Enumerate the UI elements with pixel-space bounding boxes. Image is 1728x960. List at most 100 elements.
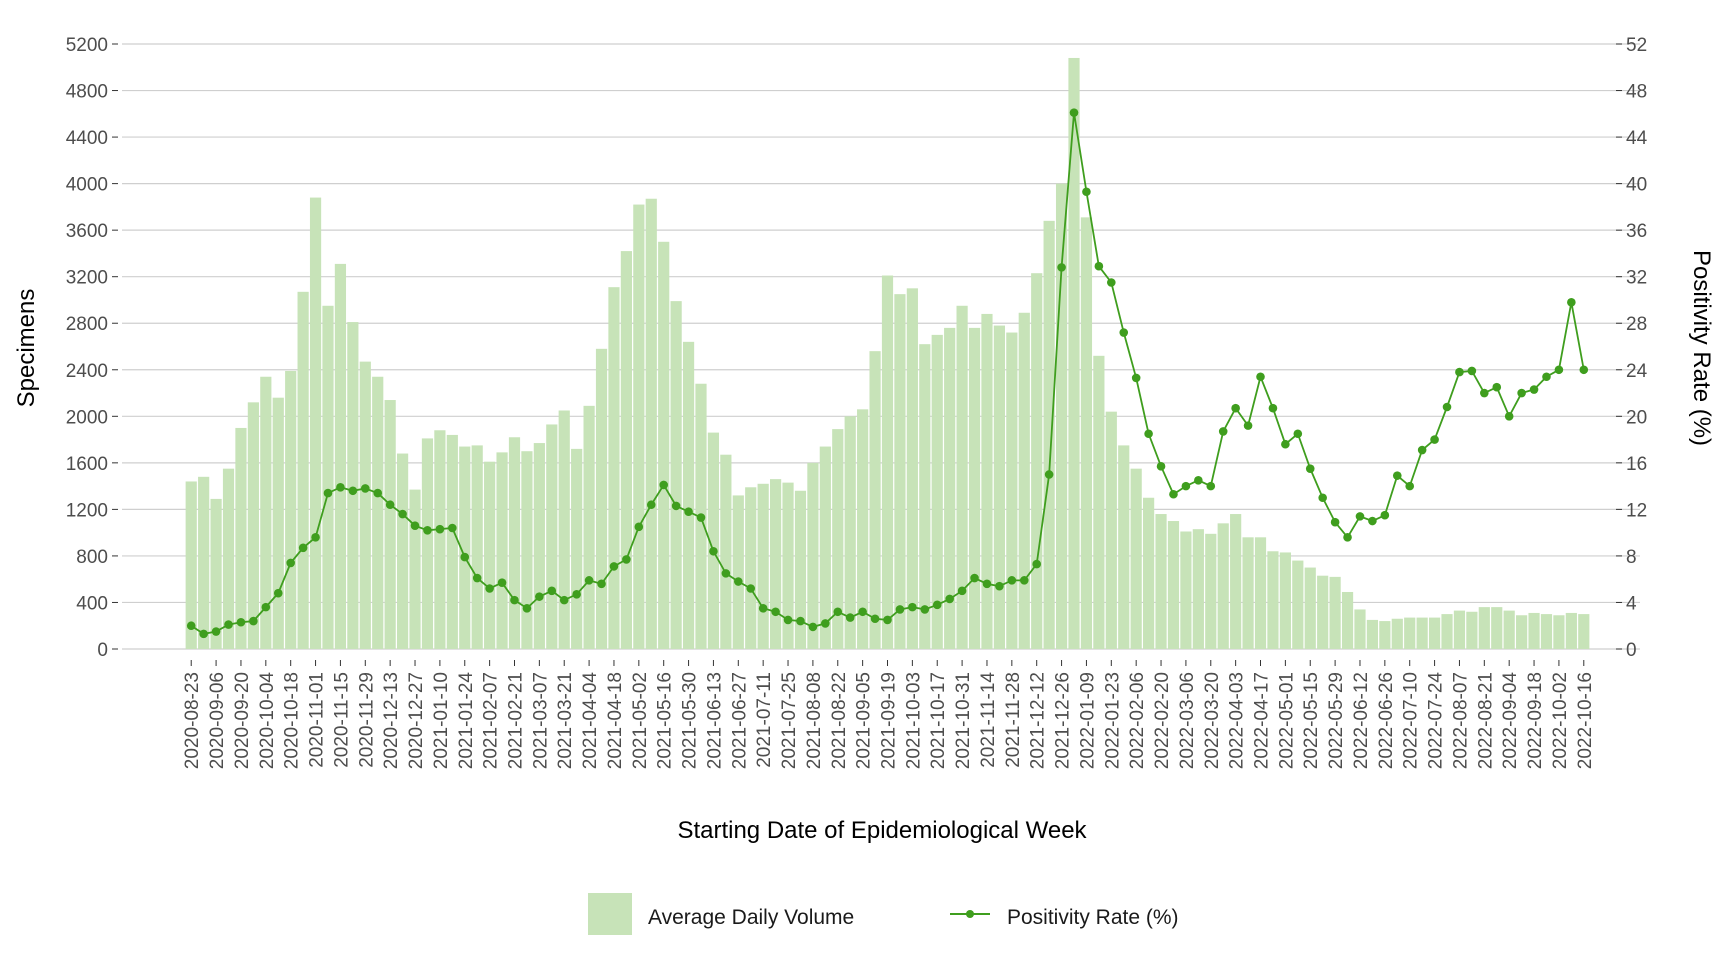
positivity-point <box>646 500 656 510</box>
positivity-point <box>1430 435 1439 444</box>
positivity-point <box>1069 108 1079 117</box>
volume-bar <box>1453 610 1466 649</box>
left-tick-label: 3600 <box>66 221 108 242</box>
volume-bar <box>770 479 782 649</box>
x-tick-label: 2021-06-27 <box>729 672 750 769</box>
positivity-point <box>1355 512 1365 521</box>
positivity-point <box>435 524 445 534</box>
positivity-point <box>348 486 358 496</box>
x-tick-label: 2022-06-26 <box>1376 672 1397 769</box>
positivity-point <box>833 607 843 617</box>
right-tick-label: 8 <box>1626 547 1637 568</box>
positivity-point <box>1194 475 1203 485</box>
x-tick-label: 2021-08-08 <box>804 672 825 769</box>
x-tick-label: 2021-04-18 <box>605 672 626 769</box>
volume-bar <box>533 443 545 649</box>
volume-bar <box>583 405 595 649</box>
volume-bar <box>1192 529 1204 649</box>
x-tick-label: 2022-10-02 <box>1550 672 1571 769</box>
positivity-point <box>622 555 631 564</box>
volume-bar <box>1304 567 1316 649</box>
positivity-point <box>249 616 258 626</box>
volume-bar <box>894 294 906 649</box>
volume-bar <box>1230 514 1242 649</box>
x-tick-label: 2022-03-06 <box>1177 672 1198 769</box>
positivity-point <box>1094 261 1104 271</box>
x-tick-label: 2021-12-26 <box>1053 672 1074 769</box>
volume-bar <box>384 400 396 649</box>
volume-bar <box>1043 220 1055 649</box>
volume-bar <box>794 490 807 649</box>
volume-bar <box>496 452 508 649</box>
positivity-point <box>1206 481 1216 491</box>
volume-bar <box>558 410 570 649</box>
positivity-line <box>186 108 1589 639</box>
volume-bar <box>322 305 334 649</box>
positivity-point <box>286 558 295 568</box>
volume-bar <box>1553 615 1565 649</box>
x-tick-label: 2021-04-04 <box>580 672 601 770</box>
x-tick-label: 2022-01-09 <box>1077 672 1098 769</box>
positivity-point <box>1467 366 1477 376</box>
volume-bar <box>968 327 981 649</box>
legend-swatch-average-daily-volume <box>588 893 632 935</box>
left-tick-label: 800 <box>76 547 108 568</box>
x-tick-label: 2022-02-06 <box>1127 672 1148 769</box>
positivity-point <box>1554 365 1564 375</box>
volume-bar <box>1254 537 1267 649</box>
left-tick-label: 1200 <box>66 500 108 521</box>
right-tick-label: 32 <box>1626 268 1647 289</box>
volume-bar <box>658 241 670 650</box>
positivity-point <box>261 602 271 612</box>
x-tick-label: 2021-11-28 <box>1003 672 1024 768</box>
positivity-point <box>398 509 407 519</box>
x-tick-label: 2022-07-24 <box>1426 672 1447 770</box>
left-tick-label: 2800 <box>66 314 108 335</box>
volume-bar <box>508 437 521 649</box>
volume-bar <box>409 489 421 649</box>
volume-bar <box>198 476 210 649</box>
volume-bar <box>372 376 384 649</box>
volume-bar <box>981 313 993 649</box>
x-tick-label: 2022-08-21 <box>1475 672 1496 769</box>
x-tick-label: 2022-03-20 <box>1202 672 1223 769</box>
positivity-point <box>783 615 793 625</box>
volume-bar <box>1578 614 1590 649</box>
positivity-point <box>721 569 731 578</box>
x-tick-label: 2021-10-03 <box>903 672 924 769</box>
volume-bar <box>1055 183 1068 649</box>
volume-bar <box>421 438 434 649</box>
volume-bar <box>757 483 769 649</box>
positivity-point <box>733 577 743 586</box>
right-tick-label: 40 <box>1626 175 1647 196</box>
positivity-point <box>1517 388 1526 398</box>
positivity-point <box>460 552 470 562</box>
bars <box>185 57 1590 650</box>
positivity-point <box>522 603 532 613</box>
positivity-point <box>1380 510 1390 520</box>
left-tick-label: 2000 <box>66 407 108 428</box>
legend-label-positivity-rate: Positivity Rate (%) <box>1007 906 1179 929</box>
positivity-point <box>995 581 1004 591</box>
left-axis-title: Specimens <box>13 289 40 408</box>
volume-bar <box>1155 514 1167 649</box>
volume-bar <box>260 376 272 649</box>
volume-bar <box>434 430 446 649</box>
positivity-point <box>1107 278 1116 287</box>
volume-bar <box>1167 521 1180 649</box>
x-tick-label: 2021-11-14 <box>978 672 999 768</box>
x-tick-label: 2021-02-07 <box>481 672 502 769</box>
positivity-point <box>1405 481 1415 491</box>
positivity-point <box>323 488 333 498</box>
x-tick-label: 2022-09-18 <box>1525 672 1546 769</box>
x-tick-label: 2021-01-10 <box>431 672 452 769</box>
x-tick-label: 2020-11-15 <box>331 672 352 768</box>
volume-bar <box>906 288 918 649</box>
x-tick-label: 2021-02-21 <box>505 672 526 769</box>
x-tick-label: 2022-04-17 <box>1252 672 1273 769</box>
positivity-point <box>510 595 519 605</box>
volume-bar <box>272 397 284 649</box>
positivity-point <box>1318 493 1327 503</box>
volume-bar <box>459 446 471 649</box>
x-axis: 2020-08-23 2020-09-06 2020-09-20 2020-10-04… <box>182 660 1596 769</box>
